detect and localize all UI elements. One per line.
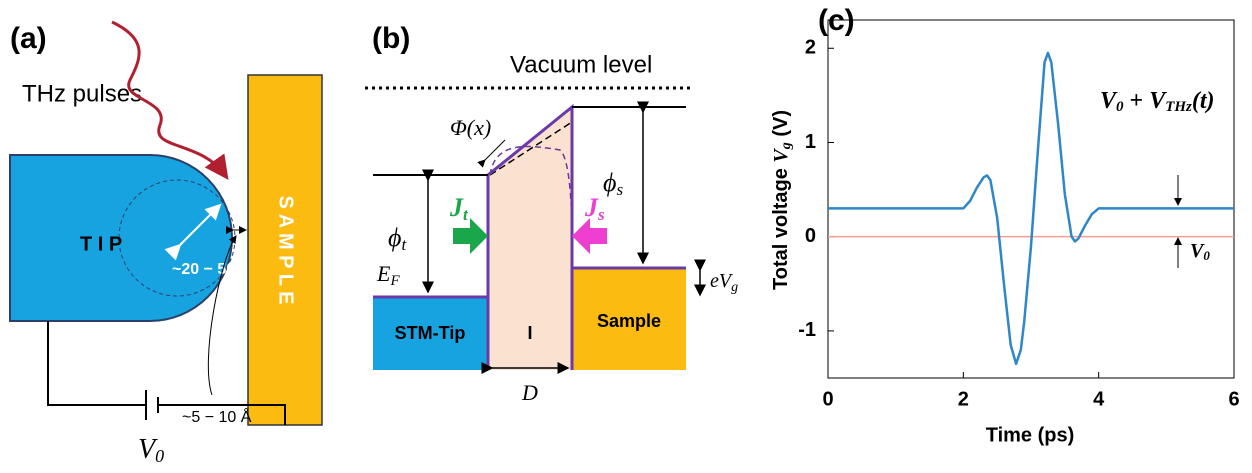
x-axis-label: Time (ps) xyxy=(986,424,1075,446)
y-tick-label: -1 xyxy=(798,319,816,341)
y-tick-label: 0 xyxy=(805,225,816,247)
barrier-dashed xyxy=(489,121,573,176)
tip-band xyxy=(373,297,488,370)
sample-band xyxy=(572,268,686,370)
js-arrow xyxy=(572,218,607,254)
x-tick-label: 4 xyxy=(1093,388,1105,410)
sample xyxy=(247,74,323,426)
radius-label: ~20 − 50nm xyxy=(172,261,259,278)
phi-t-label: ϕt xyxy=(388,223,407,254)
offset-label: V0 xyxy=(1190,240,1210,263)
gap-pointer xyxy=(207,235,237,396)
vacuum-label: Vacuum level xyxy=(510,51,652,78)
tip-label: T I P xyxy=(80,233,122,255)
circuit xyxy=(47,321,286,425)
tip-band-label: STM-Tip xyxy=(395,323,466,343)
data-line xyxy=(828,51,1234,366)
panel-a: (a) THz pulses T I P ~20 − 50nm S A M P … xyxy=(9,20,323,466)
evg-label: eVg xyxy=(710,270,738,296)
phi-s-label: ϕs xyxy=(603,168,623,199)
band-edge xyxy=(373,103,686,370)
jt-label: Jt xyxy=(449,193,469,224)
sample-band-label: Sample xyxy=(597,311,661,331)
pulse-label: THz pulses xyxy=(22,80,142,107)
panel-b: (b) Vacuum level Φ(x) ϕt ϕs Jt Js EF eVg… xyxy=(365,22,738,405)
barrier-label: Φ(x) xyxy=(450,115,491,140)
barrier xyxy=(488,107,572,370)
y-tick-label: 1 xyxy=(805,131,816,153)
sample-label: S A M P L E xyxy=(275,196,297,305)
width-label: D xyxy=(521,380,538,405)
ef-label: EF xyxy=(376,261,400,289)
gap-label: ~5 − 10 Å xyxy=(182,407,252,426)
thz-arrow xyxy=(111,20,229,180)
x-tick-label: 6 xyxy=(1228,388,1239,410)
js-label: Js xyxy=(584,193,605,224)
jt-arrow xyxy=(453,218,488,254)
x-tick-label: 2 xyxy=(958,388,969,410)
panel-c: (c) Time (ps) Total voltage Vg (V) V0 + … xyxy=(770,4,1240,446)
panel-label: (a) xyxy=(10,22,47,55)
barrier-pointer xyxy=(477,139,506,168)
plot-frame xyxy=(827,19,1235,379)
y-tick-label: 2 xyxy=(805,37,816,59)
y-axis-label: Total voltage Vg (V) xyxy=(770,110,795,290)
radius-arrow xyxy=(164,203,222,261)
x-tick-label: 0 xyxy=(822,388,833,410)
panel-label: (b) xyxy=(372,22,410,55)
annotation: V0 + VTHz(t) xyxy=(1100,88,1215,116)
bias-label: V0 xyxy=(138,434,164,466)
insulator-label: I xyxy=(527,323,532,343)
